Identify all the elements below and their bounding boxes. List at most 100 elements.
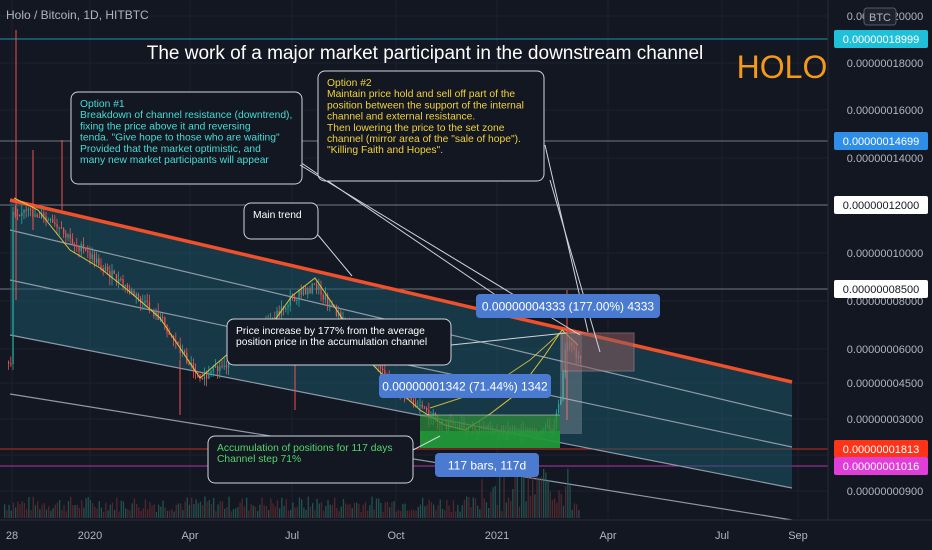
volume-bar — [507, 497, 510, 518]
price-badge[interactable] — [834, 132, 928, 150]
volume-bar — [48, 506, 50, 518]
price-badge-label: 0.00000012000 — [843, 200, 919, 212]
candle-body — [19, 214, 21, 216]
volume-bar — [153, 504, 155, 518]
volume-bar — [406, 510, 408, 518]
candle-body — [104, 266, 107, 271]
candle-body — [294, 298, 296, 301]
volume-bar — [492, 487, 494, 518]
candle-body — [157, 311, 159, 320]
volume-bar — [547, 479, 549, 518]
volume-bar — [85, 498, 87, 518]
volume-bar — [463, 499, 466, 518]
volume-bar — [41, 504, 43, 518]
candle-body — [12, 211, 14, 365]
candle-body — [56, 224, 58, 228]
volume-bar — [576, 504, 578, 518]
candle-body — [289, 297, 291, 306]
volume-bar — [129, 510, 131, 518]
volume-bar — [276, 500, 279, 518]
volume-bar — [184, 501, 186, 518]
volume-bar — [336, 508, 338, 518]
callout-option-1-line: many new market participants will appear — [80, 155, 269, 166]
callout-option-2-box — [317, 70, 545, 182]
candle-body — [338, 312, 340, 317]
price-badge[interactable] — [834, 440, 928, 458]
callout-option-2-line: "Killing Faith and Hopes". — [327, 145, 443, 156]
volume-bar — [281, 497, 283, 518]
volume-bar — [83, 507, 85, 518]
currency-button[interactable] — [863, 7, 897, 26]
candle-body — [221, 366, 223, 368]
volume-bar — [166, 510, 169, 518]
measurement-duration-box[interactable] — [435, 453, 539, 477]
candle-body — [415, 402, 417, 407]
volume-bar — [50, 510, 52, 518]
volume-bar — [334, 497, 336, 518]
candle-body — [78, 246, 80, 252]
candle-body — [340, 312, 342, 319]
volume-bar — [195, 499, 197, 518]
measurement-step-box[interactable] — [379, 374, 551, 398]
volume-bar — [224, 508, 226, 518]
candle-body — [118, 279, 120, 283]
candle-body — [43, 212, 45, 216]
volume-bar — [204, 496, 206, 518]
candle-body — [203, 372, 206, 380]
candle-body — [212, 367, 214, 372]
price-badge[interactable] — [834, 280, 928, 298]
volume-bar — [424, 506, 426, 518]
volume-bar — [525, 501, 527, 518]
symbol-label[interactable]: Holo / Bitcoin, 1D, HITBTC — [6, 8, 149, 22]
volume-bar — [169, 510, 171, 518]
volume-bar — [199, 501, 202, 518]
y-tick-label: 0.00000003000 — [847, 414, 923, 426]
price-badge-label: 0.00000001016 — [843, 461, 919, 473]
volume-bar — [371, 496, 373, 518]
measurement-rise-box[interactable] — [476, 294, 660, 318]
candle-body — [560, 399, 562, 404]
callout-price-increase[interactable]: Price increase by 177% from the averagep… — [226, 318, 567, 366]
currency-button-label[interactable]: BTC — [869, 12, 891, 24]
candle-body — [148, 302, 151, 311]
volume-bar — [400, 511, 402, 518]
price-badge[interactable] — [834, 30, 928, 48]
volume-bar — [360, 512, 362, 518]
callout-accumulation-line: Channel step 71% — [217, 454, 301, 465]
volume-bar — [303, 507, 305, 518]
x-tick-label: 2021 — [485, 530, 509, 542]
candle-body — [52, 219, 54, 223]
volume-bar — [177, 503, 180, 518]
volume-bar — [232, 509, 235, 518]
volume-bar — [228, 496, 230, 518]
price-badge[interactable] — [834, 196, 928, 214]
x-tick-label: Oct — [387, 530, 404, 542]
callout-option-1-line: Provided that the market optimistic, and — [80, 144, 261, 155]
volume-bar — [444, 510, 446, 518]
volume-bar — [474, 498, 477, 518]
volume-bar — [485, 502, 488, 518]
callout-main-trend-box — [243, 202, 319, 240]
volume-bar — [138, 507, 140, 518]
volume-bar — [488, 508, 490, 518]
volume-bar — [569, 485, 571, 518]
callout-option-1-line: fixing the price above it and reversing — [80, 121, 251, 132]
volume-bar — [54, 504, 56, 518]
price-badge[interactable] — [834, 457, 928, 475]
candle-body — [109, 271, 111, 278]
volume-bar — [318, 503, 320, 518]
y-tick-label: 0.00000004500 — [847, 378, 923, 390]
callout-accumulation[interactable]: Accumulation of positions for 117 daysCh… — [207, 435, 441, 484]
volume-bar — [536, 465, 538, 518]
candle-body — [298, 290, 300, 301]
volume-bar — [329, 504, 331, 518]
candle-body — [140, 298, 142, 303]
channel-support — [9, 334, 793, 489]
volume-bar — [294, 507, 296, 518]
volume-bar — [125, 508, 127, 518]
callout-main-trend[interactable]: Main trend — [243, 202, 353, 277]
volume-bar — [395, 511, 397, 518]
volume-bar — [433, 504, 435, 518]
